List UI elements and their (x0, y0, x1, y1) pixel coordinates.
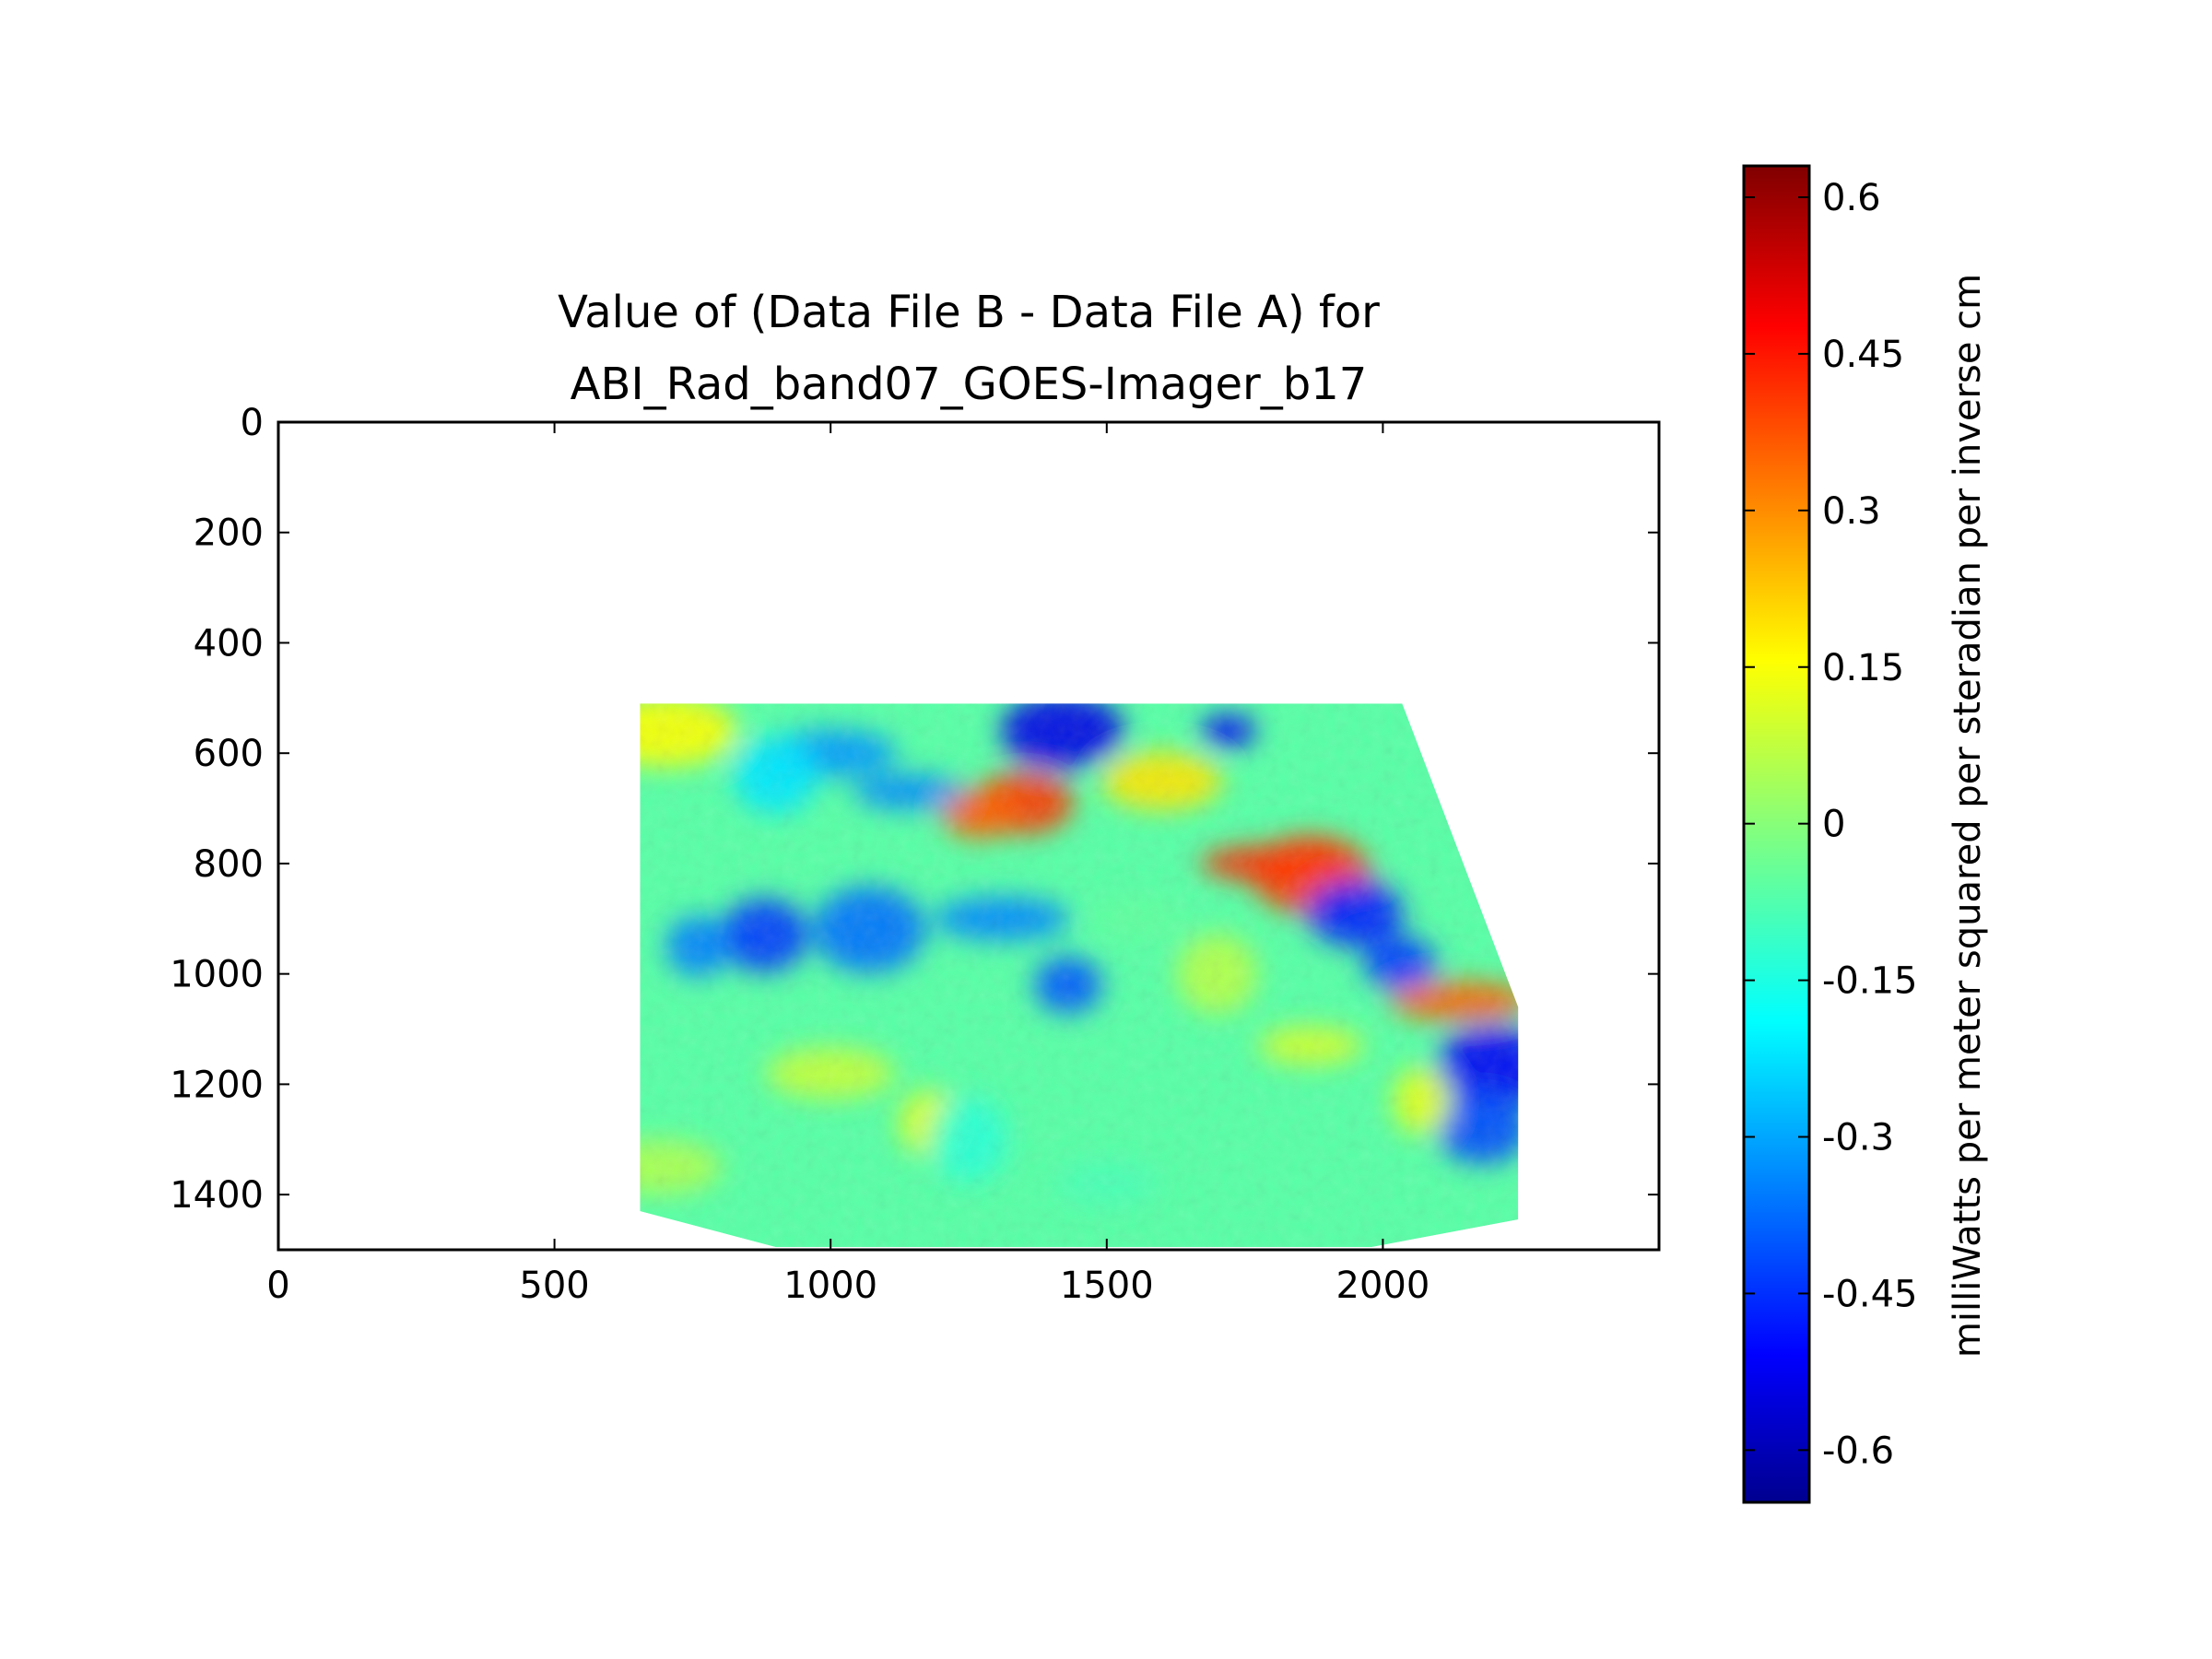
y-tick-label: 200 (194, 512, 264, 555)
x-tick-label: 2000 (1336, 1265, 1430, 1307)
colorbar-tick-label: 0.3 (1822, 490, 1881, 533)
colorbar-label: milliWatts per meter squared per steradi… (1947, 274, 1989, 1358)
colorbar-gradient (1742, 164, 1811, 1504)
x-tick-label: 1000 (783, 1265, 877, 1307)
colorbar-tick-label: -0.3 (1822, 1117, 1894, 1159)
heatmap-texture (640, 703, 1519, 1248)
colorbar-tick-label: 0 (1822, 804, 1845, 846)
x-tick-label: 1500 (1060, 1265, 1154, 1307)
x-tick-label: 500 (519, 1265, 589, 1307)
y-tick-label: 1200 (170, 1064, 264, 1106)
colorbar-tick-label: -0.45 (1822, 1273, 1918, 1315)
y-tick-label: 600 (194, 733, 264, 775)
colorbar-tick-label: 0.6 (1822, 177, 1881, 219)
colorbar: 0.6 0.45 0.3 0.15 0 -0.15 -0.3 -0.45 -0.6 milliW… (1742, 164, 1989, 1504)
y-tick-label: 800 (194, 843, 264, 886)
y-tick-label: 1000 (170, 954, 264, 996)
x-axis: 0 500 1000 1500 2000 (266, 422, 1430, 1307)
chart-title-line2: ABI_Rad_band07_GOES-Imager_b17 (571, 359, 1368, 410)
plot-frame (276, 420, 1661, 1252)
y-tick-label: 0 (241, 402, 264, 444)
y-tick-label: 400 (194, 622, 264, 665)
colorbar-tick-label: -0.15 (1822, 960, 1918, 1003)
y-tick-label: 1400 (170, 1174, 264, 1217)
colorbar-tick-label: 0.15 (1822, 647, 1904, 689)
y-axis: 0 200 400 600 800 1000 1200 1400 (170, 402, 1659, 1217)
colorbar-ticks: 0.6 0.45 0.3 0.15 0 -0.15 -0.3 -0.45 -0.6 (1744, 177, 1918, 1472)
colorbar-tick-label: -0.6 (1822, 1430, 1894, 1472)
heatmap-area (640, 703, 1519, 1248)
chart-title-line1: Value of (Data File B - Data File A) for (558, 287, 1380, 338)
x-tick-label: 0 (266, 1265, 289, 1307)
colorbar-tick-label: 0.45 (1822, 334, 1904, 376)
